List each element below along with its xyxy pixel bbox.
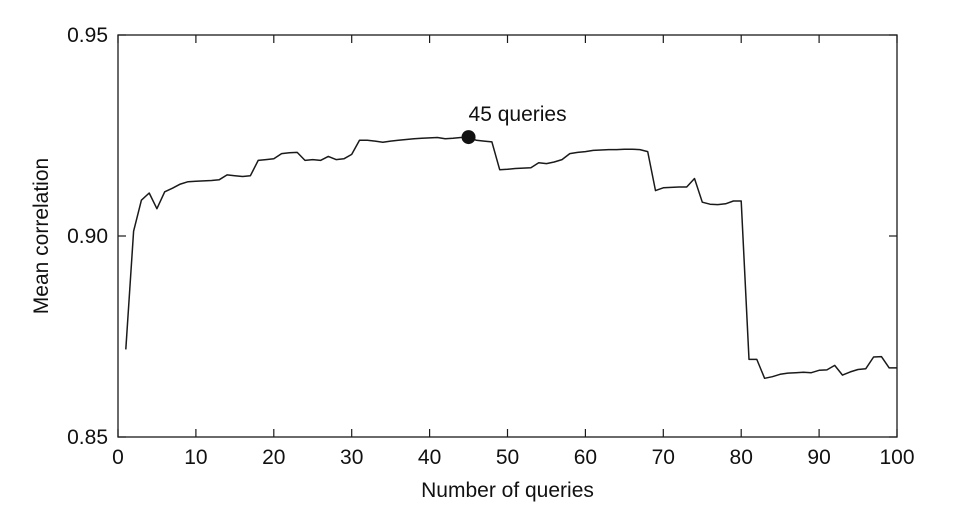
x-tick-label: 50	[496, 446, 519, 469]
x-tick-label: 20	[262, 446, 285, 469]
x-tick-label: 100	[879, 446, 914, 469]
tick-labels: 0 10 20 30 40 50 60 70 80 90 100 0.85 0.90 0.95	[67, 24, 914, 469]
x-tick-label: 40	[418, 446, 441, 469]
x-tick-label: 60	[574, 446, 597, 469]
y-axis-title: Mean correlation	[30, 158, 53, 314]
annotation-label: 45 queries	[469, 103, 567, 126]
x-tick-label: 10	[184, 446, 207, 469]
y-tick-label: 0.95	[67, 24, 108, 47]
plot-frame	[117, 34, 898, 438]
y-tick-label: 0.90	[67, 225, 108, 248]
mean-correlation-line	[125, 136, 897, 380]
y-tick-label: 0.85	[67, 426, 108, 449]
axis-ticks	[117, 34, 898, 438]
x-tick-label: 0	[112, 446, 124, 469]
highlight-point	[461, 130, 476, 145]
x-tick-label: 70	[652, 446, 675, 469]
x-tick-label: 90	[807, 446, 830, 469]
x-axis-title: Number of queries	[421, 479, 594, 502]
x-tick-label: 30	[340, 446, 363, 469]
x-tick-label: 80	[730, 446, 753, 469]
